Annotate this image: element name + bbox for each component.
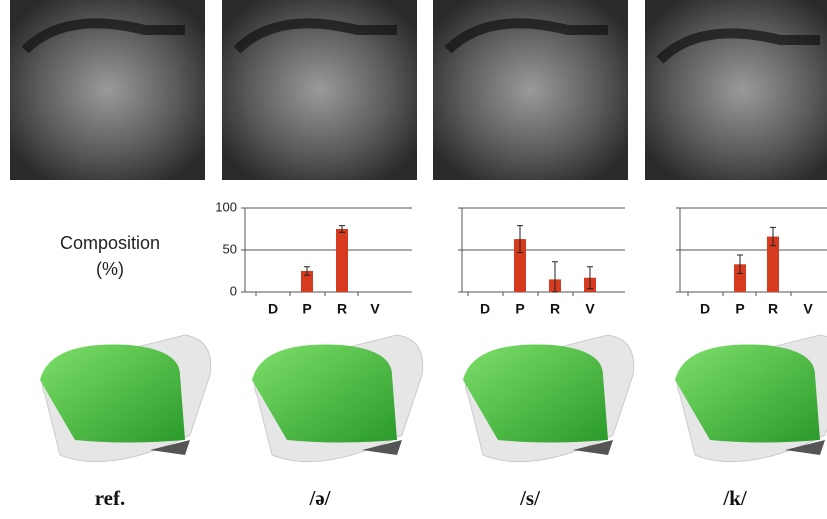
- x-tick-label: D: [268, 301, 278, 317]
- panel-label: /k/: [722, 486, 748, 510]
- x-tick-label: V: [585, 301, 595, 317]
- y-tick-label: 0: [230, 283, 237, 298]
- tongue-models: [40, 335, 827, 462]
- y-tick-label: 50: [223, 241, 237, 256]
- x-tick-label: R: [550, 301, 560, 317]
- x-tick-label: P: [735, 301, 744, 317]
- x-tick-label: D: [700, 301, 710, 317]
- panel-label: /s/: [519, 486, 541, 510]
- mri-images: [10, 0, 827, 180]
- x-tick-label: R: [337, 301, 347, 317]
- panel-label: /ə/: [309, 486, 332, 510]
- x-tick-label: P: [302, 301, 311, 317]
- column-label: ref.: [95, 486, 126, 510]
- x-tick-label: P: [515, 301, 524, 317]
- figure: ref. /ə/Composition(%) 0 50 100 D P R V/s/D P R V /…: [0, 0, 827, 519]
- x-tick-label: R: [768, 301, 778, 317]
- y-tick-label: 100: [215, 199, 237, 214]
- mri-image: [645, 0, 827, 180]
- x-tick-label: V: [803, 301, 813, 317]
- x-tick-label: V: [370, 301, 380, 317]
- bar: [336, 229, 348, 292]
- y-axis-label: Composition(%): [60, 233, 160, 279]
- x-tick-label: D: [480, 301, 490, 317]
